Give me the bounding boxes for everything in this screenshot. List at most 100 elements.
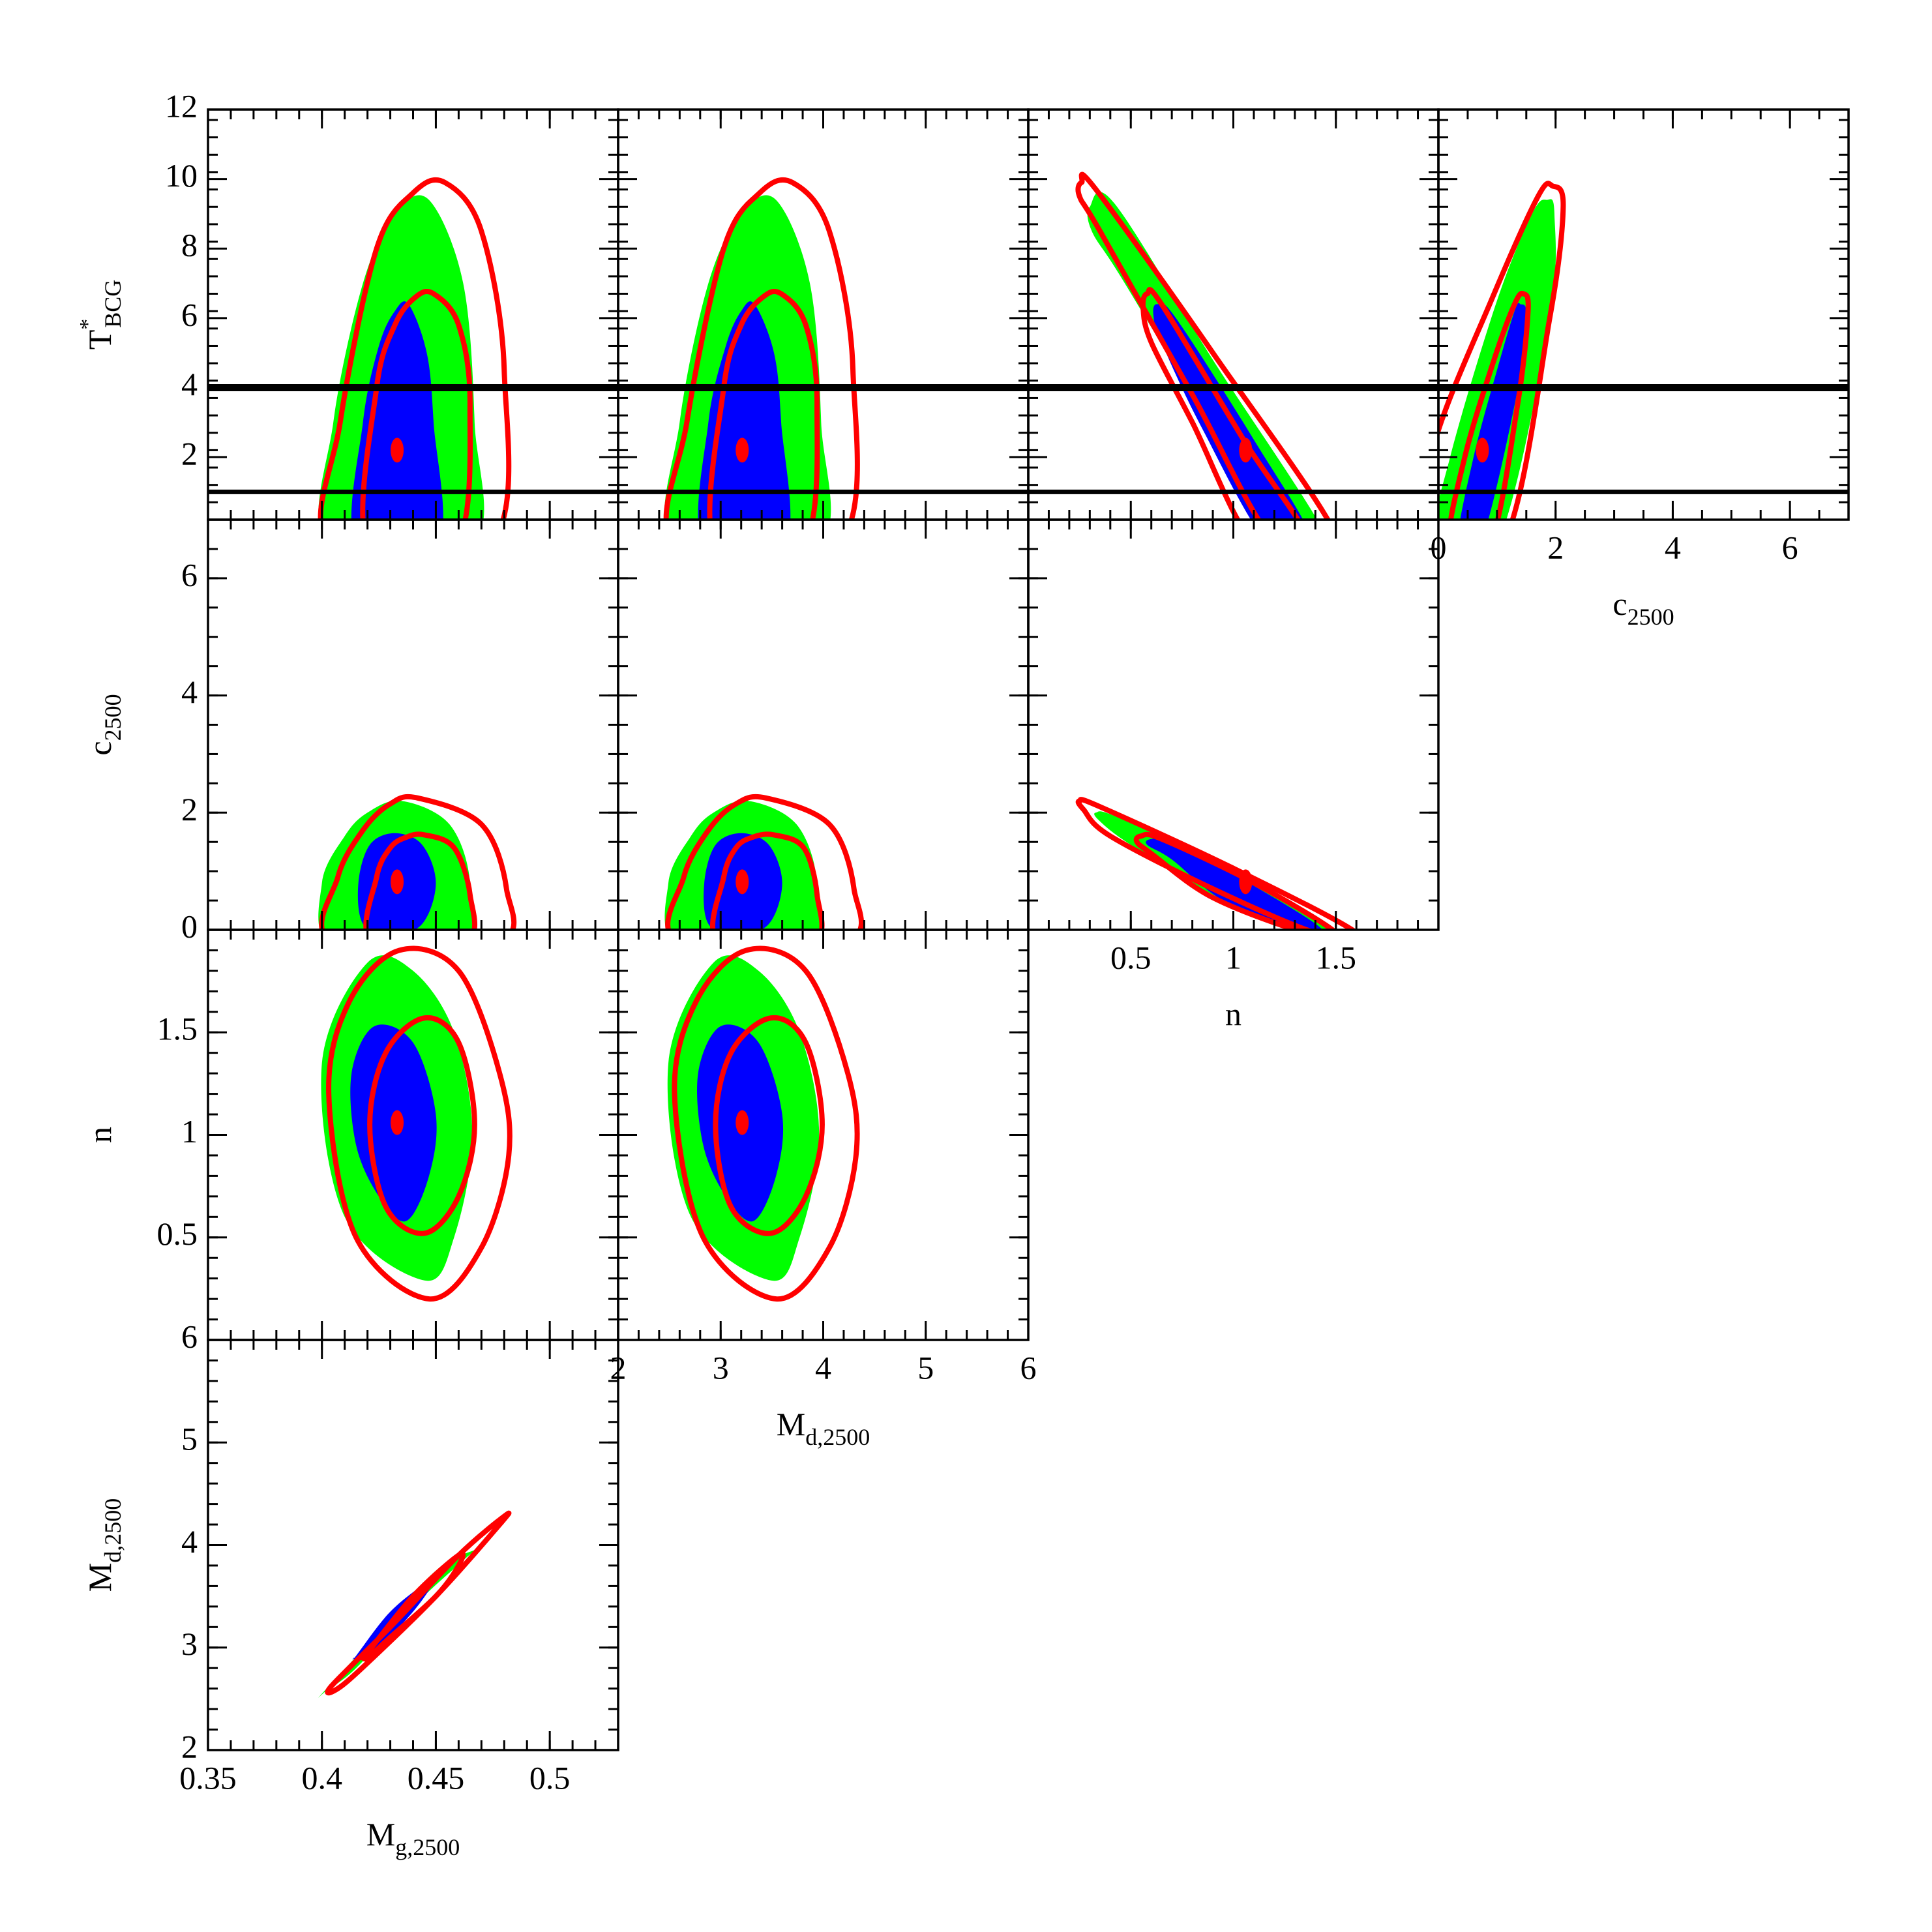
x-tick-label: 3 bbox=[713, 1349, 729, 1386]
confidence-contour bbox=[318, 177, 512, 520]
confidence-contour bbox=[367, 1015, 477, 1236]
x-axis-label-main: M bbox=[777, 1406, 805, 1442]
confidence-contour bbox=[360, 288, 473, 520]
best-fit-point bbox=[736, 869, 749, 895]
confidence-region bbox=[1087, 192, 1317, 520]
x-axis-label-sub: g,2500 bbox=[395, 1834, 460, 1860]
x-axis-label-main: M bbox=[366, 1816, 395, 1852]
x-axis-label-sub: d,2500 bbox=[805, 1424, 870, 1450]
confidence-contour bbox=[319, 794, 517, 930]
x-tick-label: 6 bbox=[1782, 529, 1798, 565]
confidence-region bbox=[1146, 837, 1322, 930]
y-axis-label-sup: * bbox=[76, 319, 100, 330]
x-axis-label: c2500 bbox=[1612, 586, 1674, 630]
x-tick-label: 1.5 bbox=[1316, 939, 1357, 975]
panel bbox=[208, 177, 618, 520]
confidence-contour bbox=[325, 1510, 512, 1696]
y-tick-label: 4 bbox=[181, 366, 198, 402]
confidence-contour bbox=[1448, 290, 1531, 520]
confidence-region bbox=[698, 301, 791, 520]
y-tick-label: 3 bbox=[181, 1626, 198, 1662]
confidence-contour bbox=[672, 945, 860, 1302]
panel bbox=[1028, 171, 1438, 520]
x-tick-label: 0.5 bbox=[529, 1759, 571, 1796]
best-fit-point bbox=[391, 1110, 404, 1135]
panel bbox=[664, 794, 864, 930]
x-axis-label: n bbox=[1225, 996, 1241, 1032]
best-fit-point bbox=[736, 438, 749, 463]
y-tick-label: 2 bbox=[181, 436, 198, 472]
y-tick-label: 1 bbox=[181, 1113, 198, 1150]
y-tick-label: 2 bbox=[181, 1728, 198, 1764]
y-axis-label: T*BCG bbox=[76, 280, 126, 350]
confidence-contour bbox=[709, 831, 825, 930]
confidence-contour bbox=[1133, 831, 1337, 930]
y-tick-label: 4 bbox=[181, 674, 198, 710]
confidence-contour bbox=[359, 1551, 466, 1662]
x-tick-label: 2 bbox=[1547, 529, 1564, 565]
confidence-contour bbox=[1140, 287, 1301, 520]
y-axis-label-sub: BCG bbox=[100, 280, 126, 328]
panel bbox=[318, 1510, 512, 1699]
x-axis-label-main: c bbox=[1612, 586, 1627, 622]
panel bbox=[318, 794, 517, 930]
panel-frame bbox=[207, 1339, 619, 1751]
y-axis-label: c2500 bbox=[82, 694, 126, 755]
y-tick-label: 10 bbox=[165, 157, 198, 194]
y-axis-label: n bbox=[82, 1127, 118, 1143]
x-tick-label: 1 bbox=[1225, 939, 1241, 975]
confidence-contour bbox=[326, 945, 513, 1302]
x-tick-label: 0.5 bbox=[1110, 939, 1152, 975]
y-tick-label: 2 bbox=[181, 791, 198, 827]
panel bbox=[667, 945, 860, 1302]
x-tick-label: 6 bbox=[1020, 1349, 1037, 1386]
confidence-contour bbox=[707, 288, 820, 520]
confidence-contour bbox=[663, 177, 860, 520]
y-tick-label: 0.5 bbox=[157, 1215, 198, 1252]
confidence-region bbox=[1460, 303, 1526, 520]
y-tick-label: 1.5 bbox=[157, 1011, 198, 1047]
x-tick-label: 4 bbox=[1665, 529, 1681, 565]
y-tick-label: 4 bbox=[181, 1523, 198, 1560]
x-tick-label: 5 bbox=[917, 1349, 934, 1386]
best-fit-point bbox=[391, 869, 404, 895]
best-fit-point bbox=[736, 1110, 749, 1135]
x-axis-label-main: n bbox=[1225, 996, 1241, 1032]
panel bbox=[1438, 181, 1849, 520]
x-axis-label: Mg,2500 bbox=[366, 1816, 460, 1860]
confidence-contour bbox=[665, 794, 864, 930]
y-axis-label-main: n bbox=[82, 1127, 118, 1143]
y-tick-label: 8 bbox=[181, 227, 198, 263]
y-tick-label: 12 bbox=[165, 87, 198, 124]
best-fit-point bbox=[1239, 438, 1253, 463]
confidence-contour bbox=[1075, 171, 1331, 520]
y-axis-label-main: c bbox=[82, 741, 118, 755]
panel bbox=[618, 177, 1028, 520]
x-axis-label-sub: 2500 bbox=[1627, 604, 1674, 630]
y-tick-label: 5 bbox=[181, 1421, 198, 1457]
y-tick-label: 0 bbox=[181, 908, 198, 944]
confidence-contour bbox=[363, 831, 477, 930]
x-axis-label: Md,2500 bbox=[777, 1406, 870, 1450]
best-fit-point bbox=[1239, 869, 1253, 895]
x-tick-label: 4 bbox=[815, 1349, 831, 1386]
x-tick-label: 0.4 bbox=[301, 1759, 342, 1796]
y-tick-label: 6 bbox=[181, 296, 198, 333]
confidence-region bbox=[351, 301, 443, 520]
y-axis-label-sub: 2500 bbox=[100, 694, 126, 741]
y-tick-label: 6 bbox=[181, 1318, 198, 1354]
confidence-contour bbox=[1438, 181, 1566, 520]
best-fit-point bbox=[1476, 438, 1489, 463]
y-axis-label-main: M bbox=[82, 1563, 118, 1592]
best-fit-point bbox=[391, 438, 404, 463]
y-axis-label: Md,2500 bbox=[82, 1498, 126, 1592]
y-axis-label-sub: d,2500 bbox=[100, 1498, 126, 1563]
panel bbox=[1075, 797, 1357, 930]
x-tick-label: 0.45 bbox=[408, 1759, 465, 1796]
panel bbox=[321, 945, 513, 1302]
y-axis-label-main: T bbox=[82, 330, 118, 350]
confidence-contour bbox=[1075, 797, 1357, 930]
y-tick-label: 6 bbox=[181, 556, 198, 593]
